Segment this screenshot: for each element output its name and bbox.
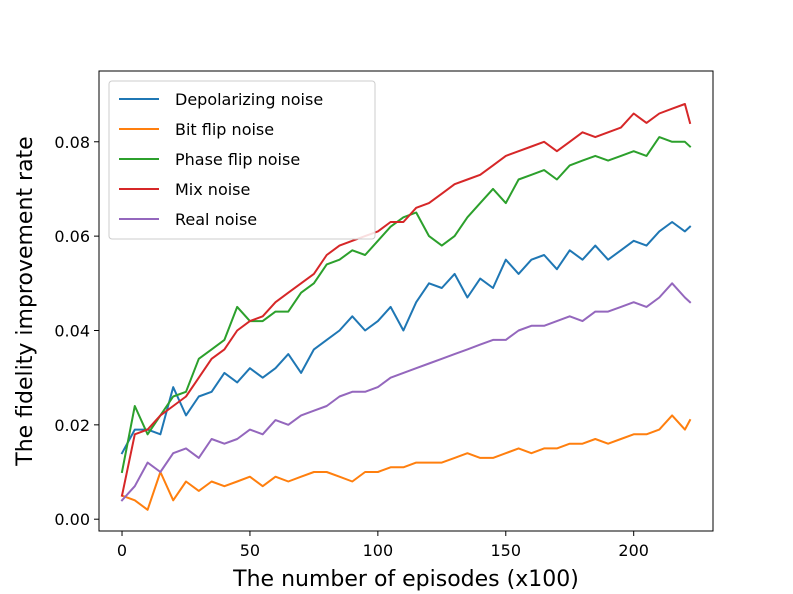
plot-frame (98, 70, 714, 532)
legend-box (108, 80, 376, 240)
x-tick-label: 50 (240, 541, 260, 560)
legend: Depolarizing noise Bit flip noise Phase fl… (108, 80, 376, 240)
x-axis-title: The number of episodes (x100) (232, 567, 579, 592)
y-tick-label: 0.06 (54, 227, 90, 246)
legend-label-bit-flip-noise: Bit flip noise (175, 120, 274, 139)
x-tick-label: 200 (618, 541, 649, 560)
x-tick-label: 150 (491, 541, 522, 560)
series-line-bit-flip-noise (120, 414, 692, 511)
legend-label-depolarizing-noise: Depolarizing noise (175, 90, 323, 109)
series-line-mix-noise (120, 103, 692, 497)
y-axis-title: The fidelity improvement rate (13, 136, 38, 466)
legend-label-mix-noise: Mix noise (175, 180, 250, 199)
x-tick-label: 100 (363, 541, 394, 560)
series-line-depolarizing-noise (120, 221, 692, 455)
legend-label-phase-flip-noise: Phase flip noise (175, 150, 300, 169)
y-tick-label: 0.00 (54, 510, 90, 529)
x-tick-label: 0 (117, 541, 127, 560)
y-axis: 0.00 0.02 0.04 0.06 0.08 (54, 133, 99, 529)
x-axis: 0 50 100 150 200 (117, 531, 649, 560)
y-tick-label: 0.02 (54, 416, 90, 435)
series-layer (120, 103, 692, 511)
series-line-real-noise (120, 282, 692, 502)
y-tick-label: 0.08 (54, 133, 90, 152)
y-tick-label: 0.04 (54, 321, 90, 340)
legend-label-real-noise: Real noise (175, 210, 257, 229)
